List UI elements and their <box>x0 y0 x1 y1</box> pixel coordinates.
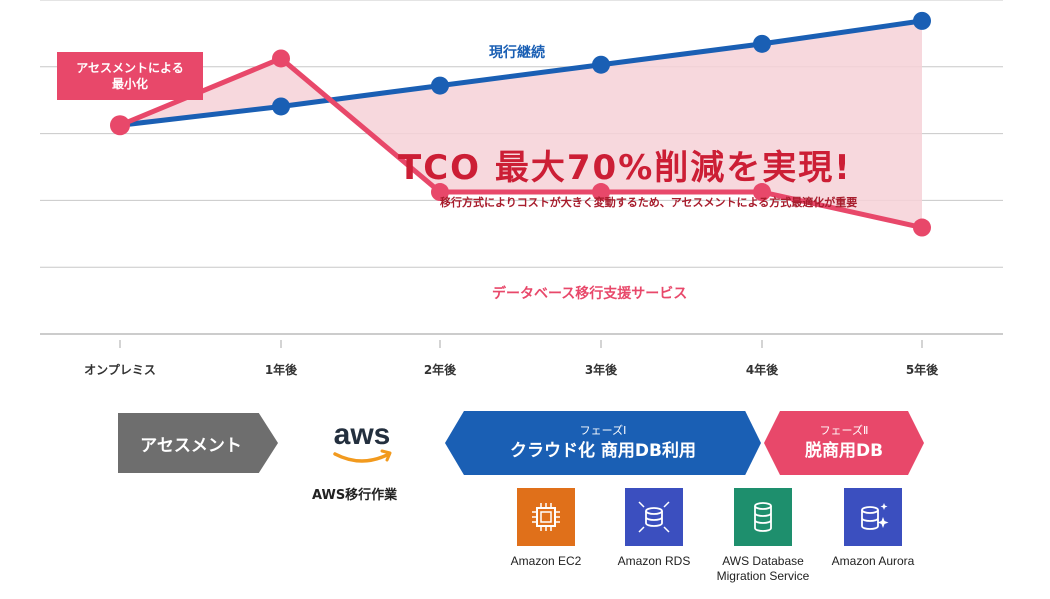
callout-line2: 最小化 <box>111 77 148 91</box>
x-tick-label: 3年後 <box>584 363 618 377</box>
service-label: Amazon RDS <box>617 554 691 568</box>
point-start <box>110 115 130 136</box>
phase2-small: フェーズⅡ <box>819 424 869 437</box>
aurora-icon <box>844 488 902 546</box>
point-migration <box>272 49 290 68</box>
point-current <box>753 34 771 53</box>
series-label-migration: データベース移行支援サービス <box>492 286 688 302</box>
service-label: Amazon Aurora <box>831 554 915 568</box>
x-tick-label: 1年後 <box>264 363 298 377</box>
point-migration <box>753 183 771 202</box>
dms-icon <box>734 488 792 546</box>
phase1-chevron: フェーズⅠ クラウド化 商用DB利用 <box>445 411 761 475</box>
point-current <box>272 97 290 116</box>
series-line-migration <box>119 55 923 230</box>
phase1-big: クラウド化 商用DB利用 <box>510 441 696 461</box>
point-migration <box>431 183 449 202</box>
point-current <box>913 11 931 30</box>
phase2-chevron: フェーズⅡ 脱商用DB <box>764 411 924 475</box>
service-label: AWS Database Migration Service <box>716 554 810 583</box>
service-aurora: Amazon Aurora <box>813 488 933 569</box>
subline: 移行方式によりコストが大きく変動するため、アセスメントによる方式最適化が重要 <box>440 196 858 209</box>
rds-icon <box>625 488 683 546</box>
x-tick-label: 2年後 <box>423 363 457 377</box>
assessment-label: アセスメント <box>140 435 242 456</box>
series-line-current <box>119 18 923 128</box>
x-tick-label: 5年後 <box>905 363 939 377</box>
point-migration <box>913 218 931 237</box>
phase1-small: フェーズⅠ <box>579 424 627 437</box>
callout-box: アセスメントによる 最小化 <box>57 52 203 100</box>
x-tick-label: 4年後 <box>745 363 779 377</box>
ec2-icon <box>517 488 575 546</box>
savings-area <box>120 20 922 228</box>
assessment-chevron: アセスメント <box>118 413 278 473</box>
aws-smile-icon <box>333 449 392 463</box>
x-tick-label: オンプレミス <box>84 363 156 377</box>
point-current <box>431 76 449 95</box>
callout-line1: アセスメントによる <box>76 61 184 75</box>
aws-caption: AWS移行作業 <box>312 488 398 503</box>
service-ec2: Amazon EC2 <box>486 488 606 569</box>
aws-logo: aws <box>327 418 397 468</box>
service-label: Amazon EC2 <box>510 554 582 568</box>
phase2-big: 脱商用DB <box>804 441 884 461</box>
point-migration <box>592 183 610 202</box>
series-label-current: 現行継続 <box>489 45 545 61</box>
point-current <box>592 55 610 74</box>
headline: TCO 最大70%削減を実現! <box>398 148 852 188</box>
service-dms: AWS Database Migration Service <box>703 488 823 584</box>
service-rds: Amazon RDS <box>594 488 714 569</box>
aws-logo-text: aws <box>333 418 391 451</box>
